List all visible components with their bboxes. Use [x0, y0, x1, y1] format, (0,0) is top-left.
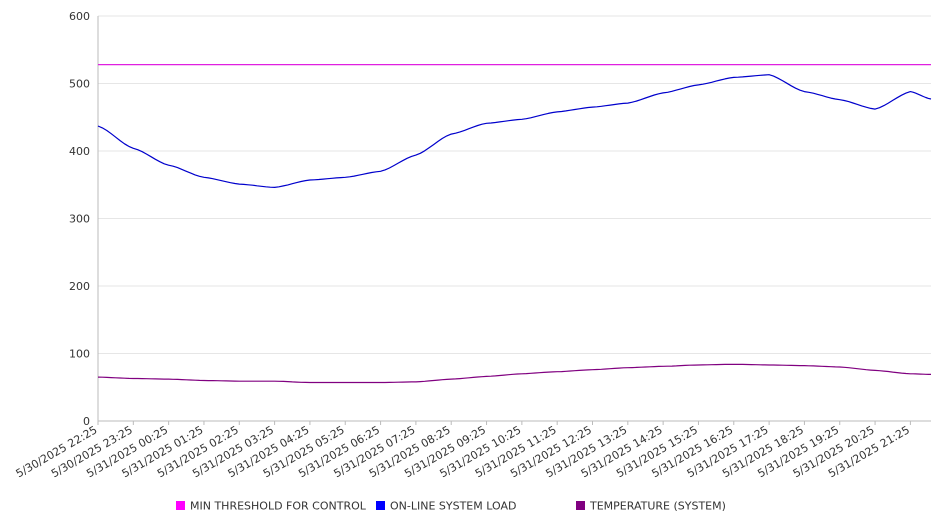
series-line-2	[97, 363, 931, 384]
y-tick-label: 400	[69, 145, 90, 158]
legend-label: MIN THRESHOLD FOR CONTROL	[190, 500, 367, 513]
legend-swatch	[376, 501, 385, 510]
x-axis-ticks: 5/30/2025 22:255/30/2025 23:255/31/2025 …	[14, 421, 912, 480]
series-line-1	[97, 74, 932, 188]
legend-label: TEMPERATURE (SYSTEM)	[589, 500, 726, 513]
y-tick-label: 300	[69, 213, 90, 226]
y-tick-label: 200	[69, 280, 90, 293]
legend: MIN THRESHOLD FOR CONTROL ON-LINE SYSTEM …	[176, 500, 726, 513]
y-tick-label: 500	[69, 78, 90, 91]
axes	[97, 16, 931, 422]
legend-swatch	[576, 501, 585, 510]
legend-label: ON-LINE SYSTEM LOAD	[390, 500, 516, 513]
gridlines	[98, 15, 931, 354]
y-tick-label: 600	[69, 10, 90, 23]
legend-swatch	[176, 501, 185, 510]
y-tick-label: 100	[69, 348, 90, 361]
series-lines	[97, 63, 932, 384]
y-axis-ticks: 0 100 200 300 400 500 600	[69, 10, 90, 428]
y-tick-label: 0	[83, 415, 90, 428]
